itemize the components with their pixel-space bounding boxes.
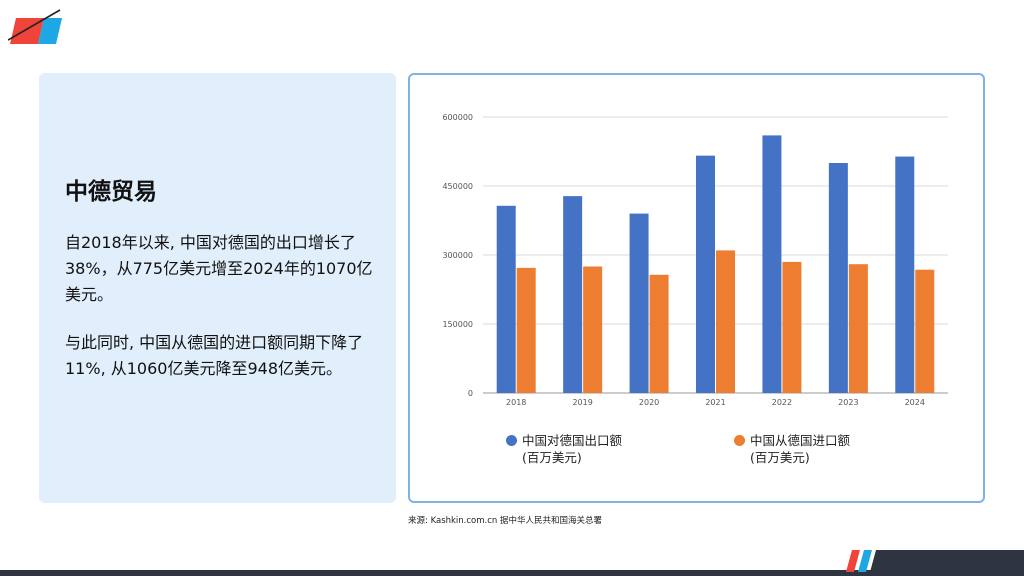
x-tick-label: 2023 [838, 398, 858, 407]
x-tick-label: 2024 [905, 398, 925, 407]
export-bar [696, 155, 715, 393]
import-bar [848, 264, 868, 393]
source-note: 来源: Kashkin.com.cn 据中华人民共和国海关总署 [408, 516, 603, 526]
legend-marker-export [506, 435, 517, 446]
slide-title: 中德贸易 [65, 179, 157, 205]
x-tick-label: 2022 [772, 398, 792, 407]
export-bar [563, 196, 583, 393]
corner-decoration [846, 550, 1024, 572]
brand-logo [8, 9, 62, 44]
import-bar [782, 261, 802, 393]
x-tick-label: 2019 [572, 398, 592, 407]
legend-label-import: 中国从德国进口额 [750, 433, 851, 448]
import-bar [716, 250, 735, 393]
export-bar [496, 205, 516, 393]
import-bar [583, 266, 603, 393]
x-tick-label: 2020 [639, 398, 659, 407]
bottom-bar [0, 570, 1024, 576]
legend-item-export: 中国对德国出口额 (百万美元) [506, 432, 622, 466]
legend-label-export: 中国对德国出口额 [522, 433, 623, 448]
export-bar [762, 135, 782, 393]
legend-item-import: 中国从德国进口额 (百万美元) [734, 432, 850, 466]
text-panel [39, 73, 396, 503]
x-tick-label: 2018 [506, 398, 526, 407]
export-bar [895, 156, 915, 393]
legend-marker-import [734, 435, 745, 446]
y-tick-label: 0 [468, 389, 473, 398]
legend-unit-import: (百万美元) [750, 450, 810, 465]
y-tick-label: 150000 [442, 320, 473, 329]
import-bar [516, 267, 536, 393]
export-bar [629, 213, 649, 393]
y-tick-label: 600000 [442, 113, 473, 122]
export-bar [828, 163, 848, 393]
x-tick-label: 2021 [705, 398, 725, 407]
export-paragraph: 自2018年以来, 中国对德国的出口增长了38%，从775亿美元增至2024年的… [65, 233, 373, 304]
y-tick-label: 300000 [442, 251, 473, 260]
legend-unit-export: (百万美元) [522, 450, 582, 465]
y-tick-label: 450000 [442, 182, 473, 191]
import-bar [915, 269, 935, 393]
import-bar [649, 274, 669, 393]
import-paragraph: 与此同时, 中国从德国的进口额同期下降了11%, 从1060亿美元降至948亿美… [65, 333, 364, 378]
